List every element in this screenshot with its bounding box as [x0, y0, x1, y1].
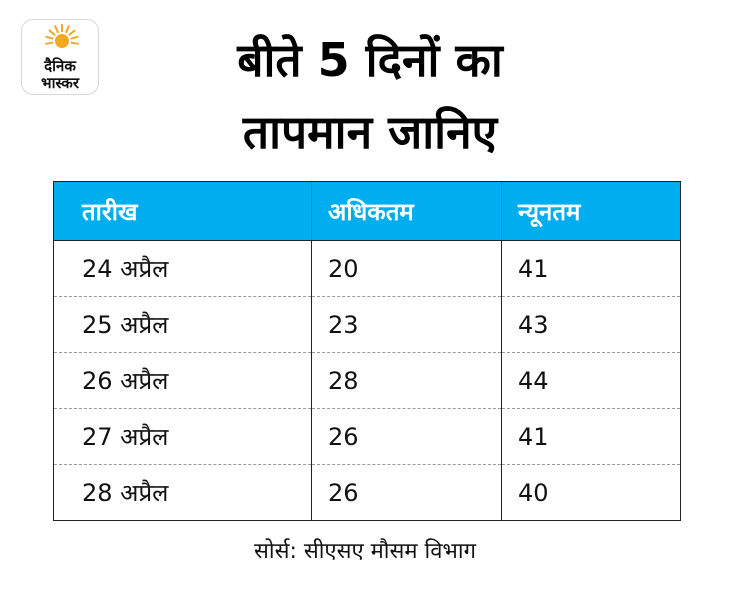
table-row: 27 अप्रैल 26 41: [53, 408, 681, 465]
max-temp-cell: 28: [311, 352, 502, 409]
min-temp-cell: 40: [501, 464, 681, 521]
dainik-bhaskar-logo: दैनिक भास्कर: [21, 19, 99, 95]
source-credit: सोर्स: सीएसए मौसम विभाग: [254, 539, 476, 564]
header-date: तारीख: [53, 181, 312, 241]
table-row: 26 अप्रैल 28 44: [53, 352, 681, 409]
max-temp-cell: 26: [311, 408, 502, 465]
max-temp-cell: 26: [311, 464, 502, 521]
date-cell: 27 अप्रैल: [53, 408, 312, 465]
headline-line-2: तापमान जानिए: [242, 105, 498, 159]
table-header-row: तारीख अधिकतम न्यूनतम: [53, 181, 681, 241]
date-cell: 28 अप्रैल: [53, 464, 312, 521]
header-max: अधिकतम: [311, 181, 502, 241]
max-temp-cell: 20: [311, 240, 502, 297]
min-temp-cell: 41: [501, 408, 681, 465]
date-cell: 26 अप्रैल: [53, 352, 312, 409]
logo-text-dainik: दैनिक: [44, 57, 76, 75]
min-temp-cell: 41: [501, 240, 681, 297]
temperature-table: तारीख अधिकतम न्यूनतम 24 अप्रैल 20 41 25 …: [53, 181, 681, 521]
table-row: 25 अप्रैल 23 43: [53, 296, 681, 353]
logo-text-bhaskar: भास्कर: [41, 74, 79, 92]
table-row: 28 अप्रैल 26 40: [53, 464, 681, 521]
sun-icon: [45, 24, 79, 48]
min-temp-cell: 44: [501, 352, 681, 409]
min-temp-cell: 43: [501, 296, 681, 353]
table-row: 24 अप्रैल 20 41: [53, 240, 681, 297]
headline-line-1: बीते 5 दिनों का: [237, 33, 503, 87]
date-cell: 24 अप्रैल: [53, 240, 312, 297]
max-temp-cell: 23: [311, 296, 502, 353]
date-cell: 25 अप्रैल: [53, 296, 312, 353]
header-min: न्यूनतम: [501, 181, 681, 241]
